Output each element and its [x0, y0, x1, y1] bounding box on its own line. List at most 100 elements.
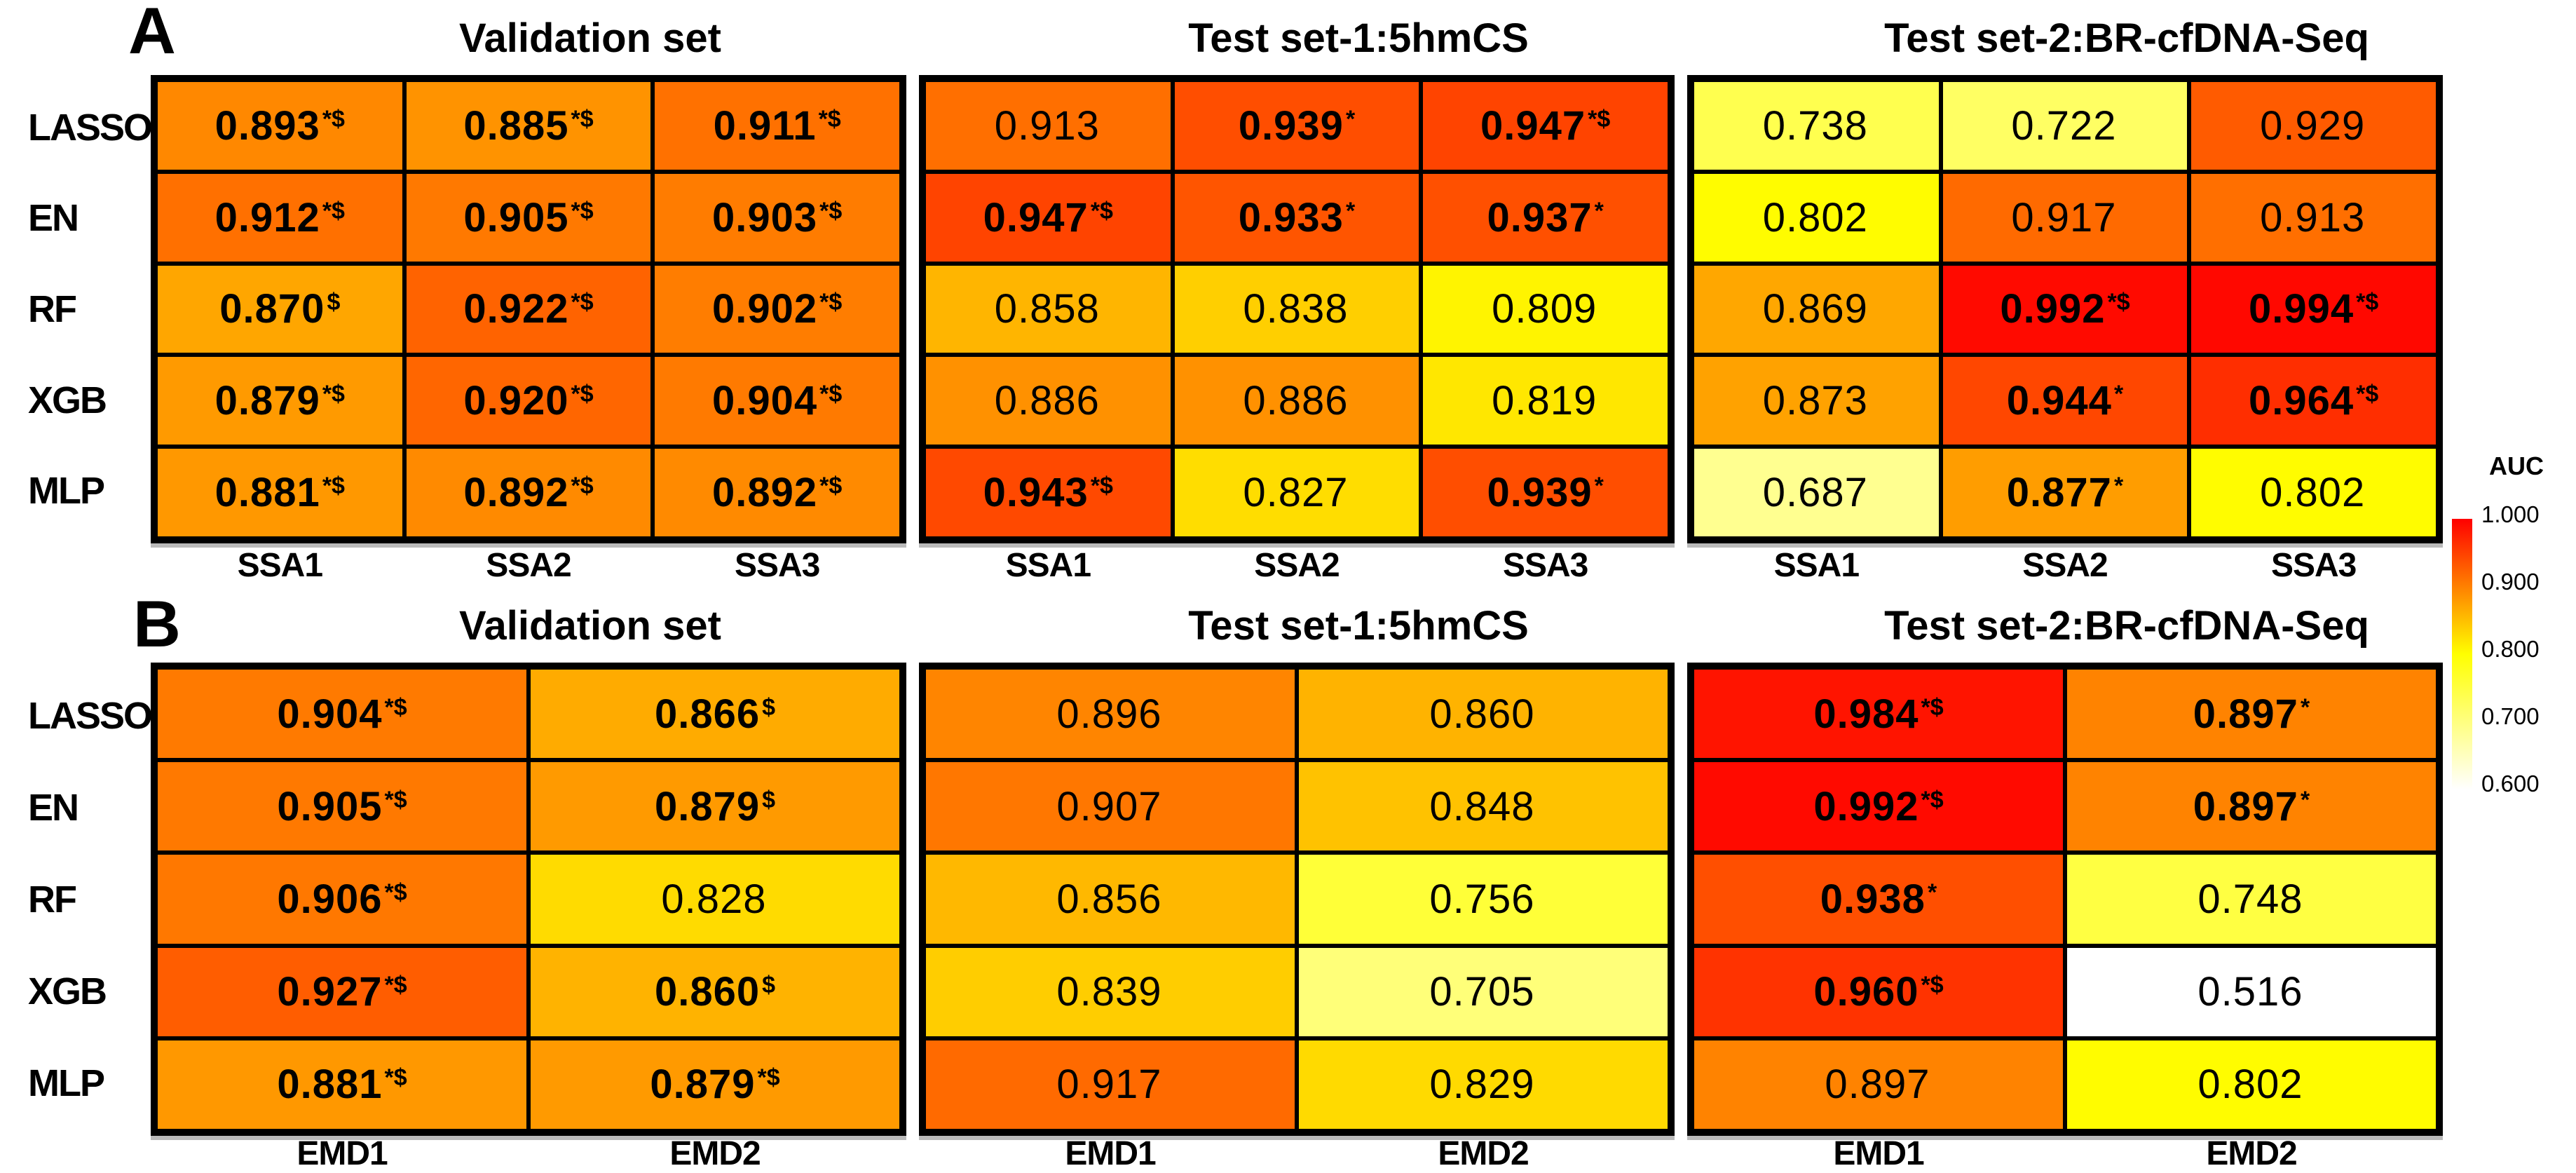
cell-value: 0.897 — [1825, 1062, 1930, 1108]
heatmap-cell: 0.848 — [1299, 762, 1668, 851]
column-label-ssa1: SSA1 — [237, 547, 323, 584]
cell-value-group: 0.802 — [2260, 469, 2367, 516]
heatmap-cell: 0.929 — [2191, 82, 2436, 170]
heatmap-cell: 0.904*$ — [158, 670, 526, 759]
cell-value: 0.516 — [2197, 969, 2303, 1015]
cell-value: 0.906 — [277, 876, 383, 922]
cell-superscript: $ — [762, 693, 776, 721]
cell-value: 0.892 — [712, 470, 818, 516]
cell-value-group: 0.886 — [995, 377, 1102, 424]
cell-value-group: 0.911*$ — [714, 102, 841, 149]
cell-value: 0.705 — [1429, 969, 1535, 1015]
cell-value-group: 0.927*$ — [277, 968, 407, 1015]
cell-value-group: 0.939* — [1239, 102, 1355, 149]
cell-value-group: 0.839 — [1056, 968, 1164, 1015]
cell-value: 0.893 — [214, 102, 320, 149]
cell-value-group: 0.947*$ — [983, 194, 1113, 241]
heatmap-cell: 0.879$ — [531, 762, 899, 851]
cell-value: 0.917 — [1056, 1062, 1162, 1108]
colorbar-tick: 0.900 — [2481, 569, 2540, 595]
row-label-xgb: XGB — [28, 970, 107, 1012]
cell-value: 0.913 — [994, 102, 1100, 149]
heatmap-cell: 0.856 — [926, 855, 1295, 944]
cell-superscript: *$ — [819, 473, 843, 500]
cell-superscript: *$ — [1921, 693, 1944, 721]
heatmap-cell: 0.947*$ — [926, 173, 1171, 262]
cell-value-group: 0.992*$ — [1813, 783, 1943, 830]
colorbar-tick: 0.600 — [2481, 771, 2540, 796]
cell-superscript: *$ — [819, 197, 843, 224]
cell-superscript: *$ — [818, 105, 841, 133]
cell-value-group: 0.893*$ — [215, 102, 345, 149]
row-label-lasso: LASSO — [28, 107, 153, 149]
cell-superscript: *$ — [819, 289, 843, 316]
cell-value: 0.902 — [712, 286, 818, 332]
heatmap-cell: 0.927*$ — [158, 947, 526, 1036]
cell-value-group: 0.802 — [2197, 1061, 2305, 1108]
heatmap-A-block-2: 0.913 0.939* 0.947*$ 0.947*$ 0.933* 0.937* 0.8… — [919, 75, 1675, 543]
cell-superscript: $ — [762, 972, 776, 999]
cell-value-group: 0.897 — [1825, 1061, 1932, 1108]
heatmap-A-block-3: 0.738 0.722 0.929 0.802 0.917 0.913 0.869 0.992… — [1687, 75, 2443, 543]
cell-value: 0.869 — [1762, 286, 1868, 332]
cell-value-group: 0.881*$ — [215, 469, 345, 516]
heatmap-cell: 0.869 — [1694, 265, 1939, 353]
heatmap-cell: 0.964*$ — [2191, 357, 2436, 445]
heatmap-cell: 0.860$ — [531, 947, 899, 1036]
cell-value-group: 0.879*$ — [215, 377, 345, 424]
cell-value-group: 0.944* — [2007, 377, 2123, 424]
cell-value-group: 0.984*$ — [1813, 691, 1943, 738]
heatmap-cell: 0.866$ — [531, 670, 899, 759]
heatmap-cell: 0.904*$ — [655, 357, 899, 445]
cell-value: 0.866 — [654, 691, 761, 737]
cell-superscript: *$ — [571, 289, 594, 316]
cell-value-group: 0.917 — [1056, 1061, 1164, 1108]
cell-value-group: 0.892*$ — [712, 469, 842, 516]
column-label-ssa3: SSA3 — [2270, 547, 2357, 584]
heatmap-cell: 0.886 — [1174, 357, 1419, 445]
cell-value-group: 0.947*$ — [1480, 102, 1610, 149]
column-label-ssa1: SSA1 — [1773, 547, 1860, 584]
cell-value: 0.897 — [2193, 691, 2298, 737]
dataset-title: Test set-1:5hmCS — [1188, 15, 1529, 61]
heatmap-cell: 0.802 — [1694, 173, 1939, 262]
column-labels: EMD1 EMD2 — [1694, 1136, 2436, 1172]
heatmap-cell: 0.992*$ — [1694, 762, 2063, 851]
heatmap-cell: 0.897* — [2067, 762, 2436, 851]
cell-value-group: 0.802 — [1763, 194, 1870, 241]
heatmap-cell: 0.960*$ — [1694, 947, 2063, 1036]
cell-value-group: 0.913 — [2260, 194, 2367, 241]
cell-value-group: 0.938* — [1820, 876, 1937, 923]
cell-value: 0.907 — [1056, 783, 1162, 829]
cell-value: 0.920 — [463, 378, 569, 424]
heatmap-cell: 0.756 — [1299, 855, 1668, 944]
column-label-ssa1: SSA1 — [1005, 547, 1091, 584]
heatmap-cell: 0.913 — [2191, 173, 2436, 262]
cell-value: 0.881 — [277, 1062, 383, 1108]
cell-value: 0.992 — [1813, 783, 1919, 829]
cell-value: 0.879 — [650, 1062, 756, 1108]
heatmap-cell: 0.802 — [2191, 449, 2436, 536]
heatmap-B-block-1: 0.904*$ 0.866$ 0.905*$ 0.879$ 0.906*$ 0.828 0.… — [151, 663, 906, 1136]
row-label-rf: RF — [28, 288, 77, 330]
cell-value: 0.748 — [2197, 876, 2303, 922]
cell-value: 0.947 — [983, 194, 1089, 240]
heatmap-cell: 0.886 — [926, 357, 1171, 445]
heatmap-cell: 0.873 — [1694, 357, 1939, 445]
heatmap-B-block-3: 0.984*$ 0.897* 0.992*$ 0.897* 0.938* 0.748 0.9… — [1687, 663, 2443, 1136]
cell-value-group: 0.960*$ — [1813, 968, 1943, 1015]
cell-value-group: 0.922*$ — [463, 285, 593, 332]
heatmap-cell: 0.939* — [1174, 82, 1419, 170]
cell-value: 0.943 — [983, 470, 1089, 516]
cell-superscript: *$ — [1921, 786, 1944, 813]
cell-value: 0.881 — [214, 470, 320, 516]
cell-value-group: 0.879*$ — [650, 1061, 779, 1108]
heatmap-cell: 0.827 — [1174, 449, 1419, 536]
cell-superscript: * — [1927, 879, 1937, 906]
cell-value-group: 0.905*$ — [463, 194, 593, 241]
column-label-ssa2: SSA2 — [2022, 547, 2108, 584]
cell-value: 0.858 — [994, 286, 1100, 332]
column-label-emd1: EMD1 — [1833, 1135, 1924, 1172]
cell-value-group: 0.902*$ — [712, 285, 842, 332]
heatmap-cell: 0.809 — [1423, 265, 1668, 353]
